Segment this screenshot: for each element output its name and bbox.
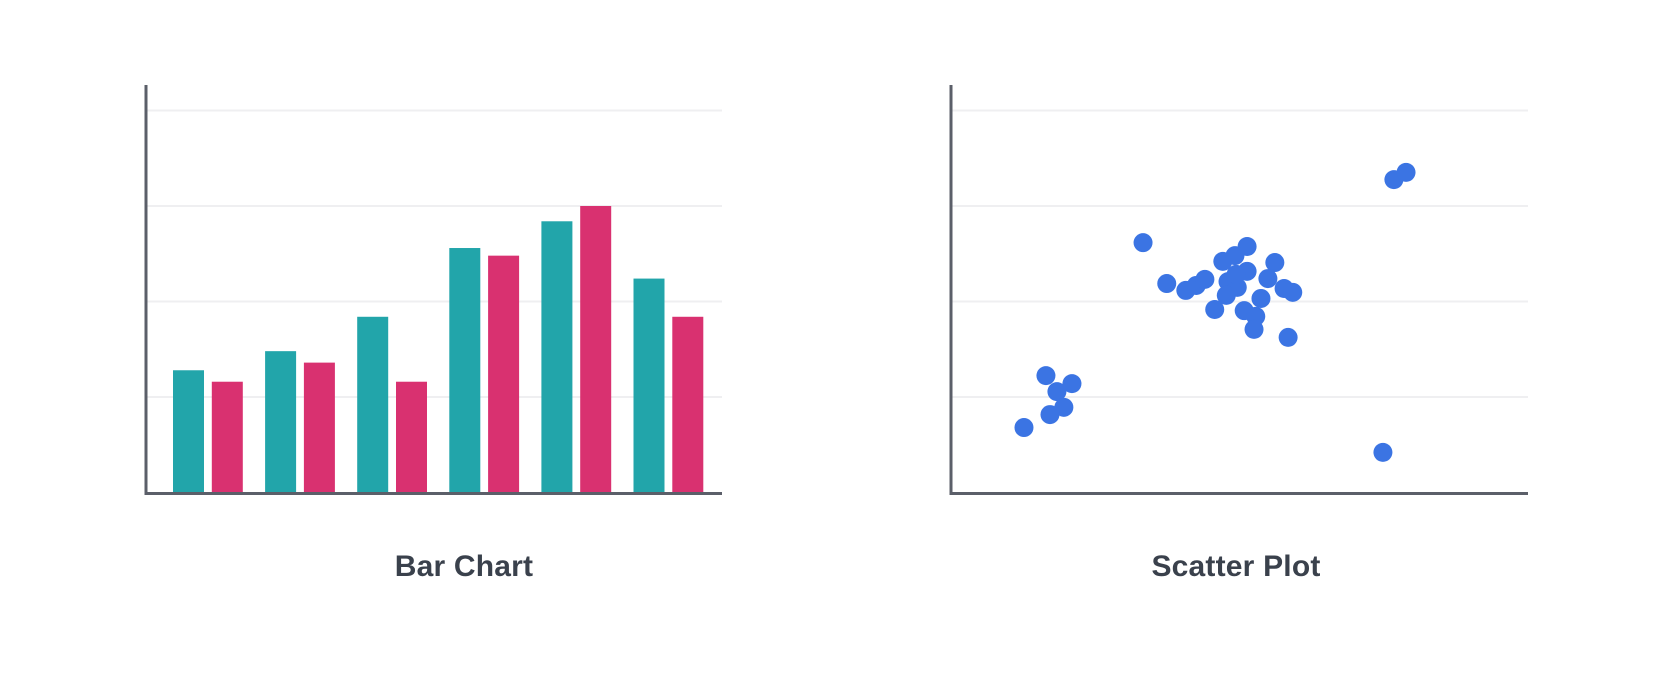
scatter-dot [1205,300,1225,320]
scatter-dot [1040,405,1060,425]
scatter-plot-title: Scatter Plot [1151,550,1321,583]
bar-teal-2 [265,351,297,493]
bar-teal-3 [357,316,389,493]
scatter-dot [1133,233,1153,253]
bar-teal-5 [541,221,573,493]
bar-chart [144,85,722,495]
scatter-dot [1283,282,1303,302]
scatter-dot [1036,366,1056,386]
bar-teal-1 [173,370,204,493]
bar-pink-1 [211,381,243,493]
scatter-dot [1226,264,1246,284]
bar-pink-3 [396,381,427,493]
scatter-dot [1258,269,1278,289]
scatter-dot [1225,246,1245,266]
bar-pink-4 [488,255,520,493]
scatter-dot [1157,274,1177,294]
scatter-dot [1014,418,1034,438]
bar-teal-6 [633,278,665,493]
scatter-dot [1244,319,1264,339]
bar-pink-6 [672,316,704,493]
scatter-dot [1373,442,1393,462]
bar-pink-2 [303,362,335,493]
scatter-dot [1047,382,1067,402]
scatter-dot [1195,269,1215,289]
scatter-dot [1396,162,1416,182]
scatter-dot [1278,327,1298,347]
scatter-dot [1265,253,1285,273]
bar-teal-4 [449,248,481,493]
scatter-dot [1062,374,1082,394]
bar-chart-title: Bar Chart [394,550,534,583]
scatter-dot [1216,285,1236,305]
scatter-dot [1251,288,1271,308]
bar-pink-5 [580,206,612,493]
scatter-plot [949,85,1528,495]
